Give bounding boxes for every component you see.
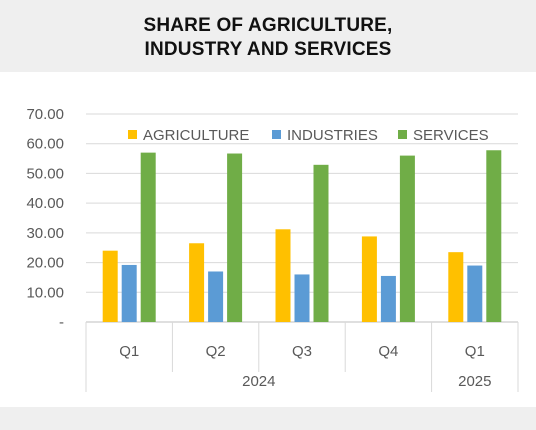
x-tick-label: Q1	[465, 343, 485, 360]
chart-title: SHARE OF AGRICULTURE, INDUSTRY AND SERVI…	[0, 14, 536, 62]
bar-industries	[467, 265, 483, 322]
bar-agriculture	[448, 252, 464, 322]
chart-title-line-1: SHARE OF AGRICULTURE,	[143, 15, 393, 36]
x-tick-label: Q3	[292, 343, 312, 360]
bar-agriculture	[361, 236, 377, 322]
y-tick-label: 70.00	[26, 106, 64, 123]
bar-services	[140, 152, 156, 322]
bar-services	[399, 155, 415, 322]
group-label: 2025	[458, 373, 491, 390]
legend-label-industries: INDUSTRIES	[287, 127, 378, 144]
x-tick-label: Q2	[206, 343, 226, 360]
bar-services	[486, 150, 502, 322]
bar-industries	[121, 264, 137, 322]
legend-label-agriculture: AGRICULTURE	[143, 127, 249, 144]
y-tick-label: -	[59, 314, 64, 331]
legend-swatch-agriculture	[128, 130, 137, 139]
plot-area: - 10.00 20.00 30.00 40.00 50.00 60.00 70.00 Q1 Q2…	[0, 72, 536, 407]
x-tick-label: Q4	[378, 343, 398, 360]
bar-services	[313, 164, 329, 322]
y-tick-label: 20.00	[26, 255, 64, 272]
bar-industries	[294, 274, 310, 322]
bar-agriculture	[189, 243, 205, 322]
x-tick-label: Q1	[119, 343, 139, 360]
legend-swatch-industries	[272, 130, 281, 139]
bar-industries	[208, 271, 224, 322]
bar-industries	[380, 275, 396, 322]
y-tick-label: 10.00	[26, 284, 64, 301]
y-tick-label: 60.00	[26, 136, 64, 153]
y-tick-label: 30.00	[26, 225, 64, 242]
group-label: 2024	[242, 373, 275, 390]
legend-label-services: SERVICES	[413, 127, 489, 144]
y-tick-label: 50.00	[26, 165, 64, 182]
legend-swatch-services	[398, 130, 407, 139]
bar-chart: - 10.00 20.00 30.00 40.00 50.00 60.00 70.00 Q1 Q2…	[26, 106, 519, 392]
bar-agriculture	[275, 229, 291, 322]
chart-title-line-2: INDUSTRY AND SERVICES	[144, 39, 392, 60]
y-tick-label: 40.00	[26, 195, 64, 212]
bar-agriculture	[102, 250, 118, 322]
bar-services	[227, 153, 243, 322]
